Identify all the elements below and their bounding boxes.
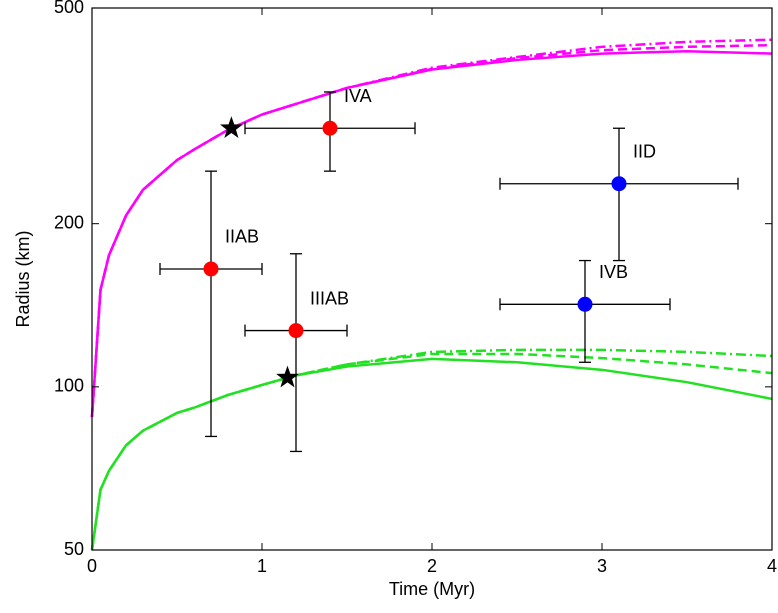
curve [90,348,773,551]
point-label: IVB [599,262,628,282]
y-tick-label: 500 [54,0,84,17]
point [611,176,627,192]
y-tick-label: 100 [54,376,84,396]
y-axis-label: Radius (km) [13,230,33,327]
point-label: IIIAB [310,288,349,308]
curve [90,357,773,551]
y-tick-label: 50 [64,539,84,559]
x-axis-label: Time (Myr) [389,579,475,599]
point [203,261,219,277]
point-label: IVA [344,86,372,106]
star [276,365,299,388]
curve [90,352,773,551]
x-tick-label: 1 [257,556,267,576]
x-tick-label: 4 [767,556,777,576]
curve [90,38,773,418]
point [322,120,338,136]
plot-frame [91,7,773,551]
x-tick-label: 0 [87,556,97,576]
star [219,116,243,138]
point [577,296,593,312]
curve [90,43,773,418]
x-tick-label: 3 [597,556,607,576]
x-tick-label: 2 [427,556,437,576]
y-tick-label: 200 [54,212,84,232]
point-label: IID [633,141,656,161]
point-label: IIAB [225,227,259,247]
point [288,323,304,339]
